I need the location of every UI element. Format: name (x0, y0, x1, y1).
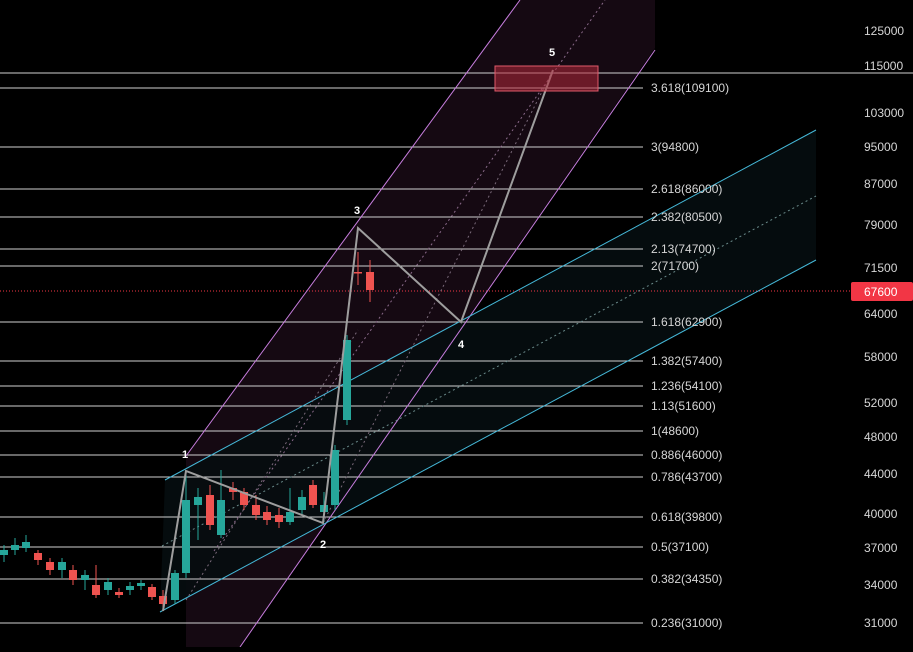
projection-dotted-2 (185, 329, 359, 601)
candle-body (343, 340, 351, 420)
fib-level-lines (0, 87, 643, 624)
candlestick-series (0, 252, 374, 608)
candle-body (309, 485, 317, 505)
fib-level-label: 2.618(86000) (651, 182, 722, 196)
candle-body (115, 592, 123, 595)
price-axis-tick: 71500 (864, 261, 898, 275)
candle-body (194, 497, 202, 505)
fib-level-label: 0.886(46000) (651, 448, 722, 462)
price-axis-tick: 95000 (864, 140, 898, 154)
price-axis-tick: 40000 (864, 507, 898, 521)
fib-level-label: 0.618(39800) (651, 510, 722, 524)
wave-label-1: 1 (182, 449, 188, 461)
candle-body (137, 583, 145, 586)
fib-level-label: 3(94800) (651, 140, 699, 154)
candle-body (0, 550, 8, 555)
candle-body (263, 512, 271, 520)
price-axis-tick: 87000 (864, 177, 898, 191)
fib-level-label: 0.786(43700) (651, 470, 722, 484)
fib-level-label: 0.5(37100) (651, 540, 709, 554)
candle-body (34, 553, 42, 560)
current-price-label: 67600 (864, 285, 898, 299)
candle-body (252, 505, 260, 515)
candle-body (331, 450, 339, 505)
cyan-channel-upper (164, 129, 817, 481)
cyan-channel-lower (159, 259, 817, 613)
price-axis-tick: 31000 (864, 616, 898, 630)
fib-level-label: 1.236(54100) (651, 379, 722, 393)
current-price-tag (851, 282, 913, 301)
elliott-wave-path (162, 69, 554, 612)
fib-level-labels: 3.618(109100) 3(94800) 2.618(86000) 2.382(8… (651, 81, 729, 630)
wave-label-4: 4 (458, 339, 465, 351)
price-axis-tick: 52000 (864, 396, 898, 410)
price-axis-tick: 103000 (864, 106, 904, 120)
candle-body (366, 272, 374, 290)
candle-body (229, 488, 237, 492)
candle-body (240, 492, 248, 505)
candle-body (298, 497, 306, 510)
candle-body (286, 512, 294, 522)
candle-body (182, 500, 190, 573)
candle-body (126, 586, 134, 590)
fib-level-label: 1.618(62900) (651, 315, 722, 329)
price-axis-tick: 64000 (864, 307, 898, 321)
wave-label-2: 2 (320, 539, 326, 551)
fib-level-label: 2.13(74700) (651, 242, 716, 256)
price-axis-tick: 37000 (864, 541, 898, 555)
wave-label-5: 5 (549, 47, 555, 59)
price-axis-tick: 125000 (864, 24, 904, 38)
fib-level-label: 2.382(80500) (651, 210, 722, 224)
target-zone-box (494, 65, 599, 92)
pink-channel-upper (185, 0, 521, 457)
candle-body (275, 515, 283, 522)
fib-level-label: 1.382(57400) (651, 354, 722, 368)
pink-channel-lower (239, 49, 656, 648)
price-axis-tick: 34000 (864, 578, 898, 592)
price-axis-tick: 115000 (864, 59, 903, 73)
candle-body (354, 272, 362, 274)
candle-body (46, 562, 54, 570)
fib-level-label: 1.13(51600) (651, 399, 716, 413)
candle-body (69, 570, 77, 580)
candle-body (206, 495, 214, 525)
candle-body (159, 596, 167, 604)
fib-level-label: 2(71700) (651, 259, 699, 273)
candle-body (11, 545, 19, 550)
cyan-channel-mid (161, 195, 817, 547)
price-axis-tick: 79000 (864, 218, 898, 232)
candle-body (92, 585, 100, 595)
fib-level-label: 3.618(109100) (651, 81, 729, 95)
candle-body (22, 542, 30, 548)
fib-level-label: 1(48600) (651, 424, 699, 438)
fib-level-label: 0.382(34350) (651, 572, 722, 586)
price-axis-tick: 44000 (864, 467, 898, 481)
candle-body (104, 582, 112, 590)
candle-body (171, 573, 179, 600)
price-axis[interactable]: 125000 115000 103000 95000 87000 79000 71500 64… (864, 24, 904, 630)
wave-label-3: 3 (354, 205, 360, 217)
candle-body (217, 500, 225, 535)
fib-level-label: 0.236(31000) (651, 616, 722, 630)
price-axis-tick: 58000 (864, 350, 898, 364)
price-axis-tick: 48000 (864, 430, 898, 444)
candle-body (58, 562, 66, 570)
candle-body (148, 587, 156, 597)
candle-body (81, 575, 89, 580)
